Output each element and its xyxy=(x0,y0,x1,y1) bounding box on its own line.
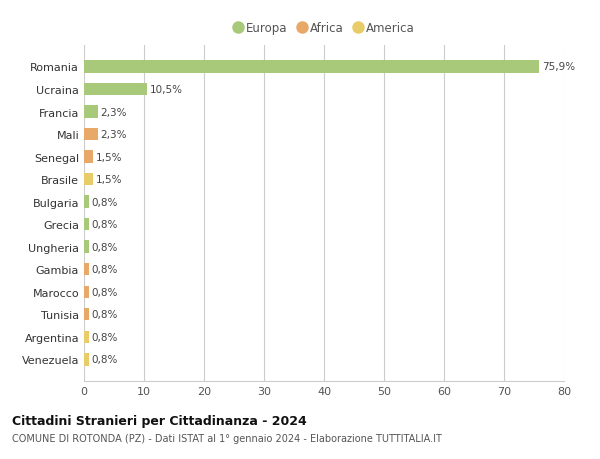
Text: 0,8%: 0,8% xyxy=(91,265,118,274)
Text: Cittadini Stranieri per Cittadinanza - 2024: Cittadini Stranieri per Cittadinanza - 2… xyxy=(12,414,307,428)
Bar xyxy=(84,196,89,208)
Text: 1,5%: 1,5% xyxy=(95,152,122,162)
Bar xyxy=(84,218,89,231)
Bar xyxy=(84,61,539,73)
Text: 2,3%: 2,3% xyxy=(100,130,127,140)
Bar xyxy=(84,286,89,298)
Text: 0,8%: 0,8% xyxy=(91,197,118,207)
Text: 75,9%: 75,9% xyxy=(542,62,575,73)
Text: 0,8%: 0,8% xyxy=(91,354,118,364)
Text: 0,8%: 0,8% xyxy=(91,332,118,342)
Bar xyxy=(84,331,89,343)
Text: 0,8%: 0,8% xyxy=(91,287,118,297)
Text: 0,8%: 0,8% xyxy=(91,310,118,319)
Bar xyxy=(84,263,89,276)
Bar xyxy=(84,353,89,366)
Bar xyxy=(84,84,147,96)
Bar xyxy=(84,174,93,186)
Text: 0,8%: 0,8% xyxy=(91,242,118,252)
Text: 10,5%: 10,5% xyxy=(149,85,182,95)
Text: COMUNE DI ROTONDA (PZ) - Dati ISTAT al 1° gennaio 2024 - Elaborazione TUTTITALIA: COMUNE DI ROTONDA (PZ) - Dati ISTAT al 1… xyxy=(12,433,442,442)
Bar xyxy=(84,106,98,118)
Text: 1,5%: 1,5% xyxy=(95,175,122,185)
Text: 2,3%: 2,3% xyxy=(100,107,127,117)
Bar xyxy=(84,151,93,163)
Bar xyxy=(84,129,98,141)
Text: 0,8%: 0,8% xyxy=(91,220,118,230)
Bar xyxy=(84,308,89,321)
Bar xyxy=(84,241,89,253)
Legend: Europa, Africa, America: Europa, Africa, America xyxy=(230,18,418,38)
